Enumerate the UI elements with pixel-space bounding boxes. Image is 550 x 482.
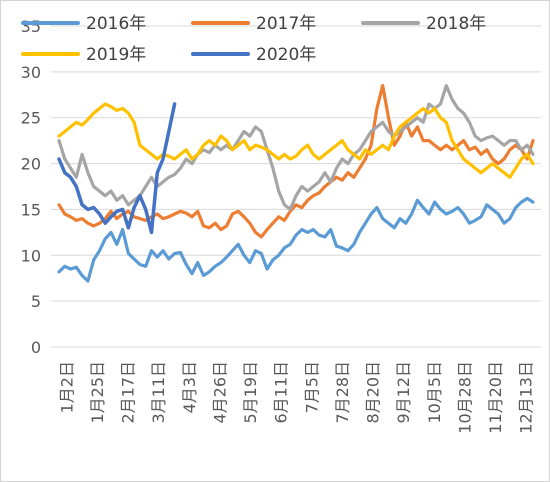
legend-item: 2018年: [361, 14, 486, 34]
y-tick-label: 5: [31, 292, 41, 311]
legend: 2016年 2017年 2018年 2019年 2020年: [21, 14, 486, 65]
x-tick-label: 8月20日: [364, 361, 383, 424]
series-line-1: [57, 196, 535, 283]
x-tick-label: 10月5日: [425, 361, 444, 424]
y-tick-label: 15: [21, 200, 41, 219]
x-tick-label: 4月26日: [210, 361, 229, 424]
x-tick-label: 7月28日: [333, 361, 352, 424]
y-tick-label: 25: [21, 109, 41, 128]
legend-item: 2020年: [191, 45, 316, 65]
legend-label: 2019年: [86, 45, 146, 65]
x-tick-label: 6月11日: [272, 361, 291, 424]
x-tick-label: 1月25日: [88, 361, 107, 424]
legend-item: 2016年: [21, 14, 146, 34]
legend-label: 2016年: [86, 14, 146, 34]
x-axis-tick-labels: 1月2日 1月25日 2月17日 3月11日 4月3日 4月26日 5月19日 6月11日 7月…: [57, 361, 535, 434]
legend-label: 2018年: [426, 14, 486, 34]
series-line-3: [57, 83, 535, 211]
x-tick-label: 4月3日: [180, 361, 199, 413]
x-tick-label: 12月13日: [517, 361, 536, 434]
gridlines: [51, 25, 541, 348]
y-tick-label: 10: [21, 246, 41, 265]
x-tick-label: 10月28日: [455, 361, 474, 434]
legend-label: 2017年: [256, 14, 316, 34]
series-lines: [57, 83, 535, 283]
y-tick-label: 30: [21, 63, 41, 82]
series-line-5: [57, 102, 177, 235]
legend-item: 2017年: [191, 14, 316, 34]
x-tick-label: 3月11日: [149, 361, 168, 424]
series-line-4: [57, 102, 535, 179]
y-axis-tick-labels: 0 5 10 15 20 25 30 35: [21, 17, 41, 357]
y-tick-label: 20: [21, 155, 41, 174]
y-tick-label: 35: [21, 17, 41, 36]
x-tick-label: 7月5日: [302, 361, 321, 413]
legend-label: 2020年: [256, 45, 316, 65]
x-tick-label: 5月19日: [241, 361, 260, 424]
x-tick-label: 9月12日: [394, 361, 413, 424]
x-tick-label: 11月20日: [486, 361, 505, 434]
series-line-2: [57, 83, 535, 239]
x-tick-label: 2月17日: [119, 361, 138, 424]
y-tick-label: 0: [31, 338, 41, 357]
x-tick-label: 1月2日: [57, 361, 76, 413]
legend-item: 2019年: [21, 45, 146, 65]
